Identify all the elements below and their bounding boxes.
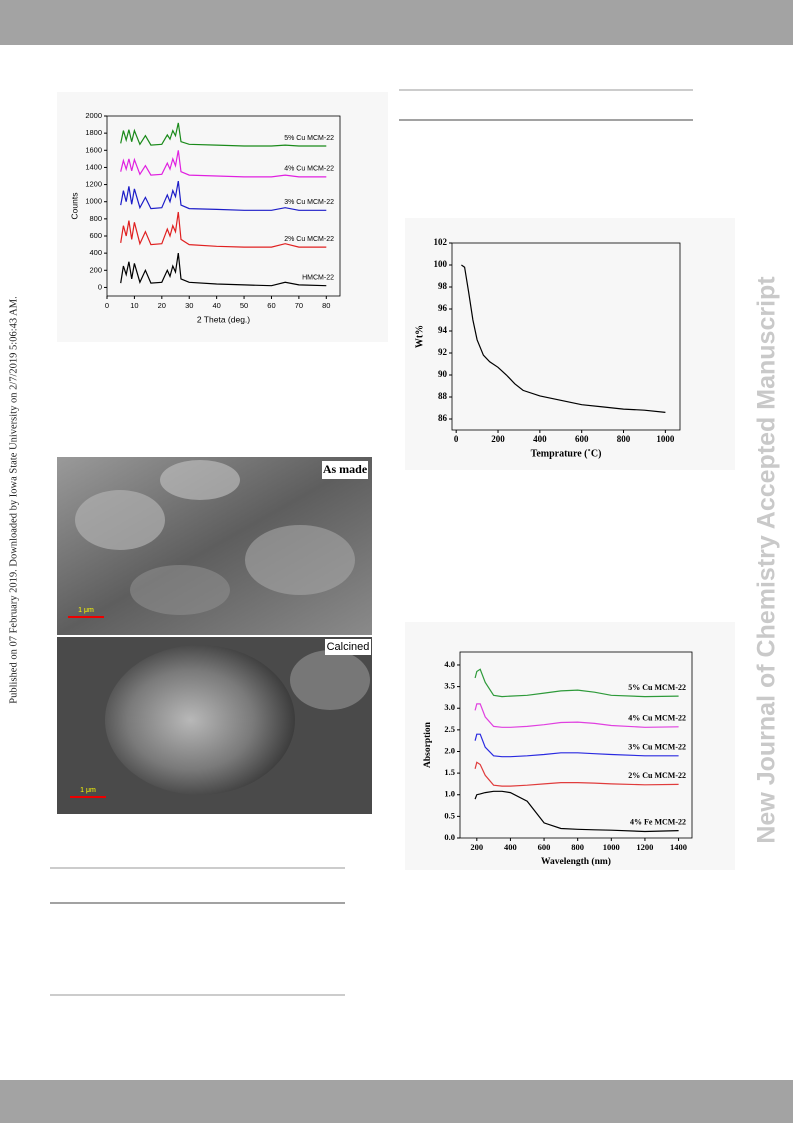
y-tick-label: 94 — [438, 325, 448, 335]
x-tick-label: 1000 — [656, 434, 675, 444]
y-tick-label: 4.0 — [444, 659, 455, 669]
x-tick-label: 70 — [295, 301, 303, 310]
y-tick-label: 96 — [438, 303, 448, 313]
data-line — [474, 703, 679, 728]
series-label: 3% Cu MCM-22 — [628, 743, 686, 752]
y-tick-label: 200 — [89, 265, 102, 274]
x-tick-label: 10 — [130, 301, 138, 310]
y-tick-label: 1.5 — [444, 767, 455, 777]
data-line — [120, 180, 327, 211]
x-tick-label: 30 — [185, 301, 193, 310]
series-label: 4% Cu MCM-22 — [284, 166, 334, 173]
x-tick-label: 0 — [105, 301, 109, 310]
x-tick-label: 600 — [575, 434, 589, 444]
sem-label: Calcined — [327, 641, 370, 653]
y-tick-label: 92 — [438, 347, 448, 357]
plot-frame — [106, 115, 341, 297]
x-tick-label: 200 — [470, 842, 483, 852]
side-text: Published on 07 February 2019. Downloade… — [8, 296, 19, 703]
sem-label: As made — [323, 462, 368, 476]
y-axis-label: Counts — [69, 193, 79, 220]
y-tick-label: 2.0 — [444, 745, 455, 755]
y-tick-label: 0 — [98, 282, 102, 291]
y-tick-label: 2000 — [85, 111, 102, 120]
x-tick-label: 800 — [617, 434, 631, 444]
series-label: HMCM-22 — [302, 275, 334, 282]
y-tick-label: 600 — [89, 231, 102, 240]
data-line — [474, 761, 679, 787]
x-tick-label: 400 — [533, 434, 547, 444]
series-label: 5% Cu MCM-22 — [284, 135, 334, 142]
x-tick-label: 600 — [538, 842, 551, 852]
x-tick-label: 60 — [267, 301, 275, 310]
scale-bar-label: 1 μm — [78, 607, 94, 614]
x-tick-label: 200 — [491, 434, 505, 444]
data-line — [461, 264, 666, 413]
y-tick-label: 1800 — [85, 128, 102, 137]
y-tick-label: 2.5 — [444, 724, 455, 734]
y-tick-label: 400 — [89, 248, 102, 257]
figure-box — [57, 92, 388, 342]
x-tick-label: 80 — [322, 301, 330, 310]
x-tick-label: 800 — [571, 842, 584, 852]
y-tick-label: 0.0 — [444, 832, 455, 842]
x-axis-label: Temprature (˚C) — [531, 448, 602, 459]
y-tick-label: 800 — [89, 214, 102, 223]
data-line — [120, 253, 327, 287]
data-line — [474, 790, 679, 833]
watermark: New Journal of Chemistry Accepted Manusc… — [753, 276, 781, 844]
data-line — [474, 668, 679, 698]
chart: 0 200 400 600 800 1000 86 88 90 92 94 96 98 100 102 Tem… — [414, 237, 681, 459]
y-tick-label: 1200 — [85, 180, 102, 189]
table-rules — [50, 89, 693, 996]
x-tick-label: 1200 — [636, 842, 653, 852]
sem-image: As made Calcined 1 μm 1 μm — [57, 457, 372, 814]
series-label: 4% Cu MCM-22 — [628, 714, 686, 723]
y-tick-label: 86 — [438, 413, 448, 423]
x-axis-label: 2 Theta (deg.) — [197, 314, 250, 324]
chart: 0 10 20 30 40 50 60 70 8002004006008001000120014… — [69, 111, 341, 324]
plot-frame — [459, 651, 693, 839]
scale-bar-label: 1 μm — [80, 787, 96, 794]
y-tick-label: 90 — [438, 369, 448, 379]
y-tick-label: 3.5 — [444, 681, 455, 691]
figure-box — [405, 218, 735, 470]
y-tick-label: 100 — [434, 259, 448, 269]
data-line — [120, 150, 327, 178]
y-tick-label: 98 — [438, 281, 448, 291]
series-label: 5% Cu MCM-22 — [628, 683, 686, 692]
data-line — [474, 733, 679, 758]
x-tick-label: 0 — [454, 434, 459, 444]
footer-bar — [0, 1080, 793, 1123]
y-tick-label: 3.0 — [444, 702, 455, 712]
x-tick-label: 50 — [240, 301, 248, 310]
y-axis-label: Absorption — [423, 721, 433, 768]
y-axis-label: Wt% — [414, 325, 425, 348]
chart: 200 400 600 800 1000 1200 1400 0.0 0.5 1.0 1.5 2.0 2… — [423, 651, 693, 867]
y-tick-label: 1400 — [85, 162, 102, 171]
x-axis-label: Wavelength (nm) — [541, 856, 611, 867]
y-tick-label: 1000 — [85, 197, 102, 206]
x-tick-label: 1000 — [603, 842, 620, 852]
y-tick-label: 88 — [438, 391, 448, 401]
series-label: 3% Cu MCM-22 — [284, 199, 334, 206]
series-label: 2% Cu MCM-22 — [284, 236, 334, 243]
x-tick-label: 20 — [158, 301, 166, 310]
y-tick-label: 1600 — [85, 145, 102, 154]
x-tick-label: 400 — [504, 842, 517, 852]
y-tick-label: 1.0 — [444, 789, 455, 799]
header-bar — [0, 0, 793, 45]
y-tick-label: 102 — [434, 237, 448, 247]
series-label: 4% Fe MCM-22 — [630, 817, 686, 826]
y-tick-label: 0.5 — [444, 810, 455, 820]
x-tick-label: 1400 — [670, 842, 687, 852]
series-label: 2% Cu MCM-22 — [628, 771, 686, 780]
x-tick-label: 40 — [212, 301, 220, 310]
data-line — [120, 211, 327, 248]
plot-frame — [451, 242, 681, 431]
data-line — [120, 122, 327, 147]
